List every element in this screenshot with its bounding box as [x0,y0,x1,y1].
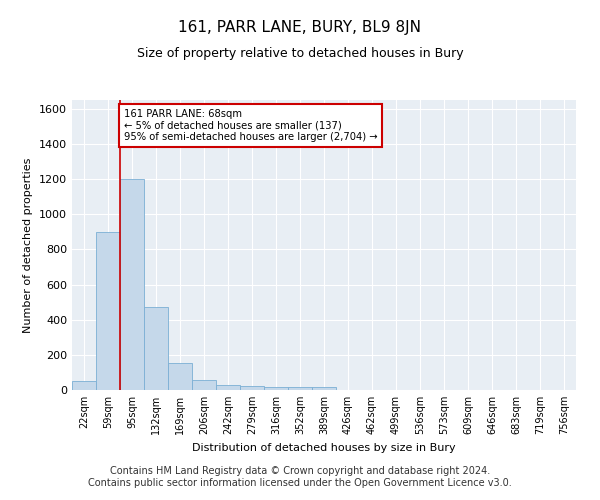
Bar [192,380,216,390]
Bar [120,179,144,390]
Bar [72,381,96,390]
Text: 161, PARR LANE, BURY, BL9 8JN: 161, PARR LANE, BURY, BL9 8JN [179,20,421,35]
Text: 161 PARR LANE: 68sqm
← 5% of detached houses are smaller (137)
95% of semi-detac: 161 PARR LANE: 68sqm ← 5% of detached ho… [124,109,377,142]
Bar [240,386,264,390]
Text: Contains HM Land Registry data © Crown copyright and database right 2024.
Contai: Contains HM Land Registry data © Crown c… [88,466,512,487]
Bar [144,308,168,390]
Bar [264,387,288,390]
Bar [288,387,312,390]
X-axis label: Distribution of detached houses by size in Bury: Distribution of detached houses by size … [192,442,456,452]
Text: Size of property relative to detached houses in Bury: Size of property relative to detached ho… [137,48,463,60]
Y-axis label: Number of detached properties: Number of detached properties [23,158,34,332]
Bar [312,387,336,390]
Bar [96,232,120,390]
Bar [168,363,192,390]
Bar [216,384,240,390]
